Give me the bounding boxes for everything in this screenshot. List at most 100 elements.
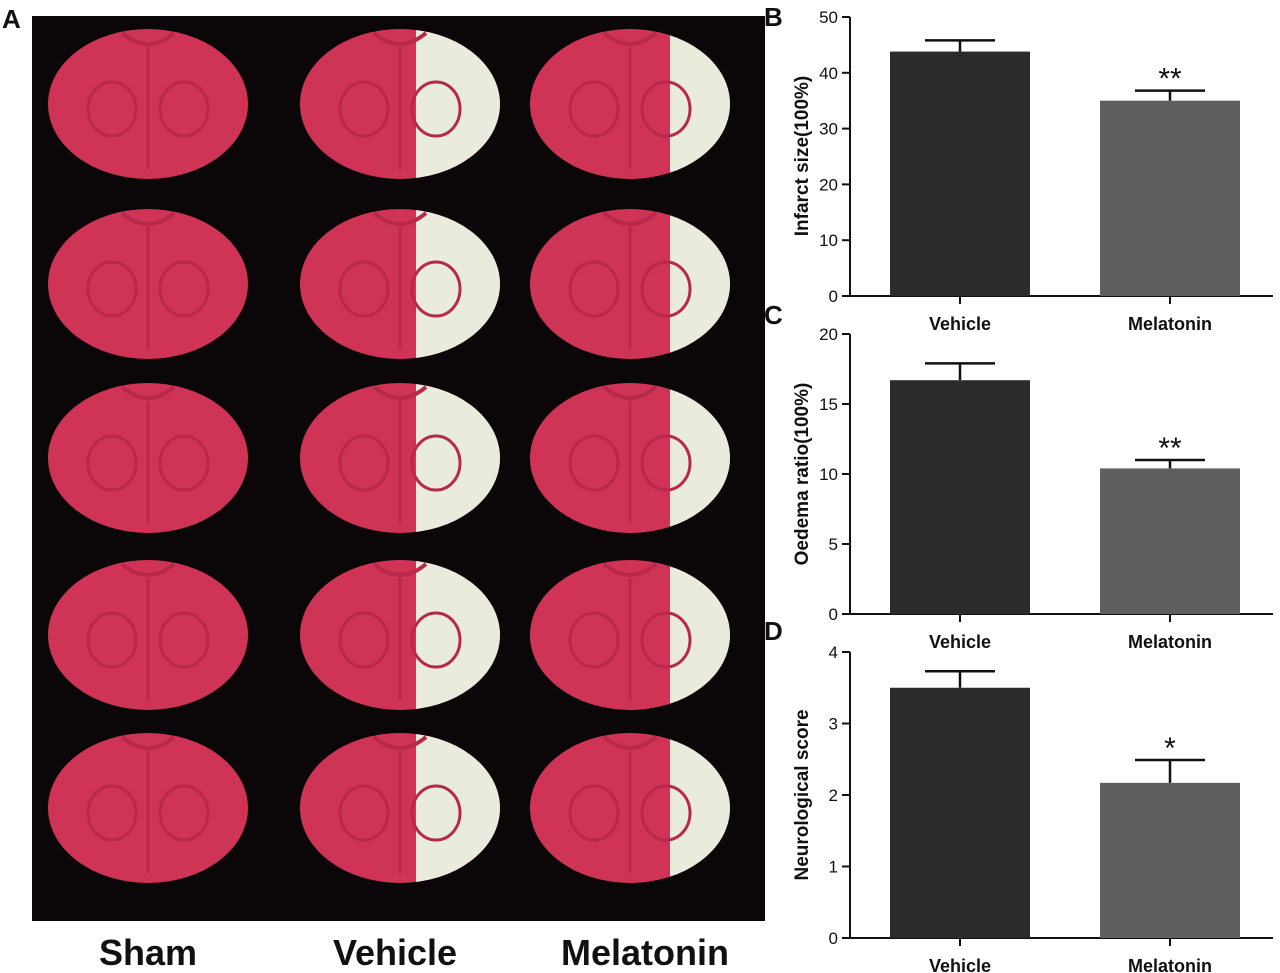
striatum-left [86,434,138,492]
striatum-left [568,784,620,842]
group-label-vehicle: Vehicle [333,932,457,973]
chart-body: 0 5 10 15 20 Vehicle Melatonin ** [819,325,1273,652]
striatum-left [338,80,390,138]
striatum-right [410,434,462,492]
y-tick-label: 20 [819,325,838,344]
midline-fissure [372,562,428,577]
y-tick-label: 5 [829,535,838,554]
striatum-left [86,784,138,842]
x-tick-label: Vehicle [929,632,991,652]
striatum-right [640,784,692,842]
group-label-sham: Sham [99,932,197,973]
y-tick-label: 10 [819,465,838,484]
striatum-left [338,784,390,842]
y-tick-label: 20 [819,175,838,194]
brain-slice [530,209,730,359]
brain-slice [48,209,248,359]
brain-slice [530,29,730,179]
slice-grid [48,29,730,883]
y-tick-label: 0 [829,287,838,306]
y-tick-label: 0 [829,605,838,624]
x-tick-label: Melatonin [1128,632,1212,652]
y-tick-label: 1 [829,858,838,877]
x-tick-label: Melatonin [1128,314,1212,334]
brain-slice [48,733,248,883]
brain-slice [300,733,500,883]
significance-marker: ** [1158,432,1182,465]
panel-d-letter: D [764,616,783,646]
midline-fissure [602,211,658,226]
striatum-right [158,80,210,138]
y-tick-label: 15 [819,395,838,414]
striatum-right [410,611,462,669]
midline-fissure [120,735,176,750]
y-tick-label: 10 [819,231,838,250]
y-tick-label: 30 [819,120,838,139]
bar [1100,782,1240,938]
brain-slice [530,383,730,533]
striatum-left [568,260,620,318]
y-tick-label: 0 [829,929,838,948]
oedema-ratio-chart: C Oedema ratio(100%) 0 5 10 15 20 Vehicle Mela… [764,300,1273,652]
midline-fissure [372,211,428,226]
chart-body: 0 1 2 3 4 Vehicle Melatonin * [829,643,1273,973]
striatum-right [640,260,692,318]
midline-fissure [602,385,658,400]
striatum-right [640,611,692,669]
brain-slices-panel: A Sham Vehicle Melatonin [2,4,765,973]
panel-a-letter: A [2,4,21,34]
brain-slice [48,29,248,179]
striatum-right [158,784,210,842]
x-tick-label: Melatonin [1128,956,1212,973]
brain-slice [300,209,500,359]
brain-slice [300,383,500,533]
y-tick-label: 50 [819,8,838,27]
midline-fissure [602,735,658,750]
striatum-left [338,434,390,492]
chart-body: 0 10 20 30 40 50 Vehicle Melatonin ** [819,8,1273,334]
midline-fissure [120,562,176,577]
bar [890,687,1030,938]
brain-slice [48,383,248,533]
bar [890,380,1030,614]
midline-fissure [372,735,428,750]
striatum-left [86,611,138,669]
striatum-right [410,784,462,842]
brain-slice [48,560,248,710]
midline-fissure [372,385,428,400]
striatum-left [568,611,620,669]
midline-fissure [602,562,658,577]
y-tick-label: 2 [829,786,838,805]
striatum-left [338,260,390,318]
striatum-left [568,434,620,492]
striatum-right [158,611,210,669]
striatum-left [86,80,138,138]
bar [1100,100,1240,296]
brain-slice [300,29,500,179]
brain-slice [530,560,730,710]
midline-fissure [120,385,176,400]
panel-c-letter: C [764,300,783,330]
midline-fissure [120,211,176,226]
brain-slice [530,733,730,883]
striatum-right [640,434,692,492]
y-tick-label: 4 [829,643,838,662]
y-tick-label: 3 [829,715,838,734]
striatum-right [158,260,210,318]
significance-marker: * [1164,732,1176,765]
panel-b-letter: B [764,2,783,32]
y-axis-label: Infarct size(100%) [792,76,813,237]
striatum-right [410,80,462,138]
midline-fissure [120,31,176,46]
bar [1100,468,1240,614]
striatum-left [568,80,620,138]
bar [890,51,1030,296]
striatum-right [640,80,692,138]
striatum-right [158,434,210,492]
significance-marker: ** [1158,63,1182,96]
midline-fissure [602,31,658,46]
x-tick-label: Vehicle [929,314,991,334]
group-label-melatonin: Melatonin [561,932,729,973]
striatum-left [338,611,390,669]
